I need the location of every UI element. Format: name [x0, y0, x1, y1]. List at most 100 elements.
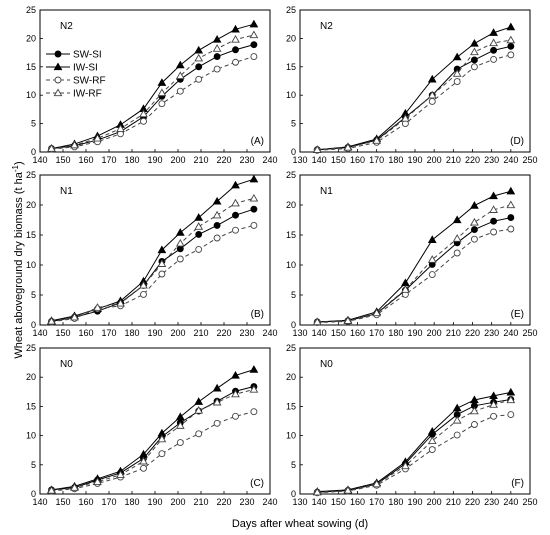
x-tick-label: 220: [465, 497, 480, 507]
x-tick-label: 190: [147, 155, 162, 165]
data-point: [175, 421, 185, 429]
data-point: [194, 45, 204, 54]
data-point: [470, 226, 478, 234]
data-point: [470, 235, 478, 243]
data-point: [489, 391, 498, 400]
panel-n-label: N2: [320, 21, 333, 32]
x-tick-label: 240: [262, 328, 277, 338]
x-tick-label: 190: [147, 497, 162, 507]
x-tick-label: 130: [292, 155, 307, 165]
x-tick-label: 240: [262, 497, 277, 507]
data-point: [194, 397, 204, 405]
x-tick-label: 180: [124, 497, 139, 507]
panel-n-label: N0: [60, 359, 73, 370]
data-point: [249, 30, 259, 39]
data-point: [507, 51, 515, 59]
data-point: [506, 387, 516, 396]
data-point: [470, 47, 479, 56]
data-point: [116, 124, 125, 132]
data-point: [158, 270, 166, 278]
data-point: [343, 485, 353, 494]
data-point: [343, 316, 353, 324]
data-point: [232, 46, 239, 54]
series-iw-rf: [47, 30, 259, 152]
data-point: [212, 196, 222, 205]
legend-entry-sw-si: SW-SI: [46, 50, 102, 61]
x-axis-title: Days after wheat sowing (d): [232, 518, 368, 530]
data-point: [231, 35, 240, 43]
data-point: [249, 365, 259, 373]
data-point: [490, 412, 498, 420]
x-tick-label: 180: [388, 328, 403, 338]
y-tick-label: 25: [286, 343, 296, 353]
legend-marker: [53, 62, 63, 71]
data-point: [93, 303, 102, 311]
data-point: [470, 395, 479, 404]
x-tick-label: 190: [407, 328, 422, 338]
y-tick-label: 0: [31, 147, 36, 157]
y-tick-label: 0: [291, 147, 296, 157]
x-tick-label: 190: [407, 155, 422, 165]
x-tick-label: 240: [262, 155, 277, 165]
data-point: [470, 421, 478, 428]
series-line: [317, 398, 511, 493]
data-point: [428, 97, 436, 105]
panel-E: 130 140 150 160 170 180 190 200 210 220 230 240 250 0…: [286, 170, 538, 338]
legend-marker: [53, 88, 63, 97]
data-point: [195, 63, 203, 71]
y-tick-label: 5: [31, 290, 36, 300]
data-point: [212, 210, 222, 219]
series-iw-rf: [47, 193, 259, 325]
x-tick-label: 180: [388, 497, 403, 507]
data-point: [195, 245, 203, 253]
data-point: [212, 35, 222, 43]
data-point: [490, 55, 498, 63]
data-point: [232, 226, 239, 234]
y-tick-label: 25: [286, 5, 296, 15]
data-point: [452, 52, 462, 61]
data-point: [250, 408, 258, 416]
data-point: [212, 383, 222, 392]
data-point: [213, 419, 221, 427]
x-tick-label: 190: [407, 497, 422, 507]
panel-D: 130 140 150 160 170 180 190 200 210 220 230 240 250 0…: [286, 5, 538, 165]
x-tick-label: 190: [147, 328, 162, 338]
data-point: [140, 117, 147, 125]
series-line: [51, 178, 255, 322]
data-point: [452, 403, 462, 412]
panel-n-label: N1: [320, 186, 333, 197]
data-point: [157, 434, 167, 443]
data-point: [158, 100, 166, 108]
x-tick-label: 170: [101, 155, 116, 165]
data-point: [213, 65, 221, 73]
data-point: [139, 280, 148, 289]
series-iw-si: [312, 387, 516, 495]
legend-label: SW-SI: [73, 50, 102, 61]
data-point: [372, 136, 382, 144]
y-tick-label: 20: [26, 33, 36, 43]
x-tick-label: 160: [350, 328, 365, 338]
y-tick-label: 20: [286, 33, 296, 43]
series-sw-si: [313, 42, 515, 154]
x-tick-label: 170: [101, 328, 116, 338]
series-line: [51, 224, 255, 323]
y-axis-title: Wheat aboveground dry biomass (t ha-1): [11, 161, 25, 358]
data-point: [312, 317, 322, 326]
x-tick-label: 240: [503, 497, 518, 507]
data-point: [250, 221, 258, 229]
data-point: [157, 259, 167, 267]
data-point: [507, 225, 515, 233]
panel-F: 130 140 150 160 170 180 190 200 210 220 230 240 250 0…: [286, 343, 538, 507]
y-tick-label: 10: [286, 260, 296, 270]
x-tick-label: 150: [331, 155, 346, 165]
data-point: [231, 198, 240, 207]
data-point: [401, 285, 410, 293]
y-tick-label: 25: [286, 170, 296, 180]
y-tick-label: 0: [291, 489, 296, 499]
x-tick-label: 210: [446, 155, 461, 165]
data-point: [194, 222, 204, 230]
data-point: [312, 487, 322, 496]
x-tick-label: 250: [522, 328, 537, 338]
y-tick-label: 15: [286, 401, 296, 411]
